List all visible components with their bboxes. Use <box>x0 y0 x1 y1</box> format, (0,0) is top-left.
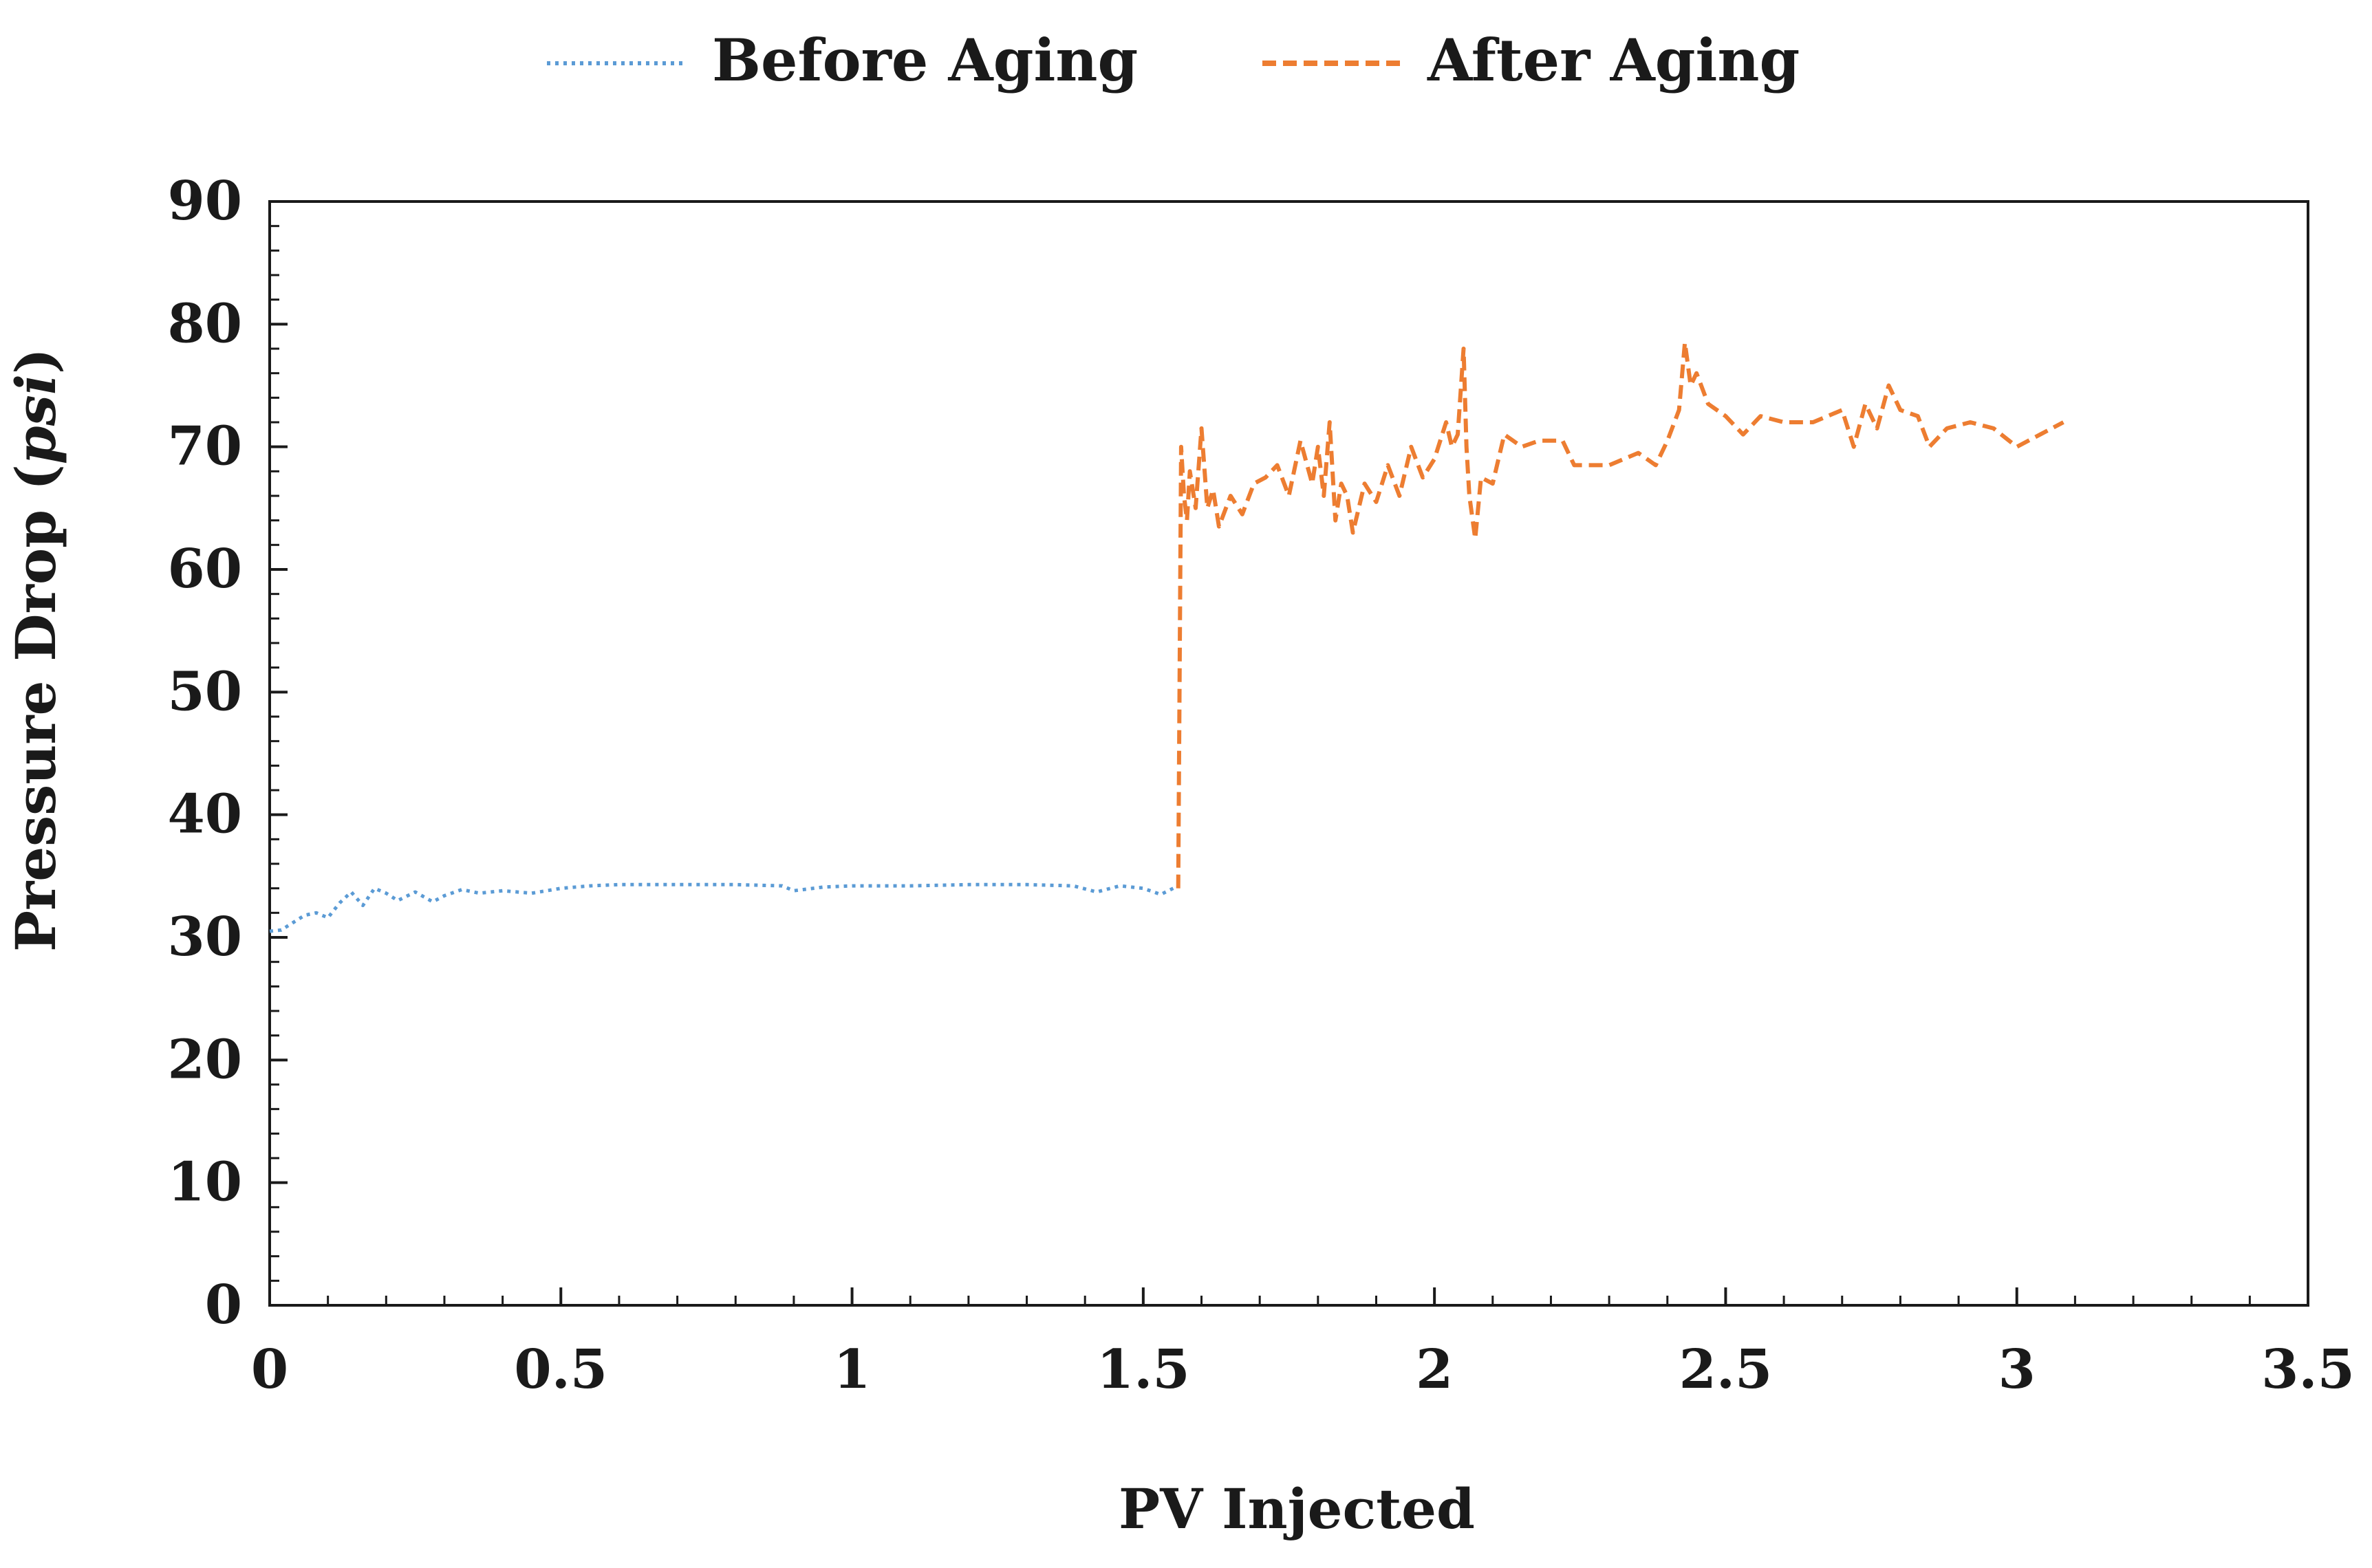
y-axis-title-text: Pressure Drop <box>3 510 68 952</box>
series-line-2 <box>1176 340 2064 889</box>
series-line-1 <box>269 882 1179 933</box>
x-axis-title: PV Injected <box>1119 1477 1475 1541</box>
y-tick-label: 20 <box>167 1028 242 1091</box>
x-tick-label: 3 <box>1998 1338 2036 1401</box>
legend-label-2: After Aging <box>1427 26 1800 94</box>
legend-label-1: Before Aging <box>712 26 1138 94</box>
x-tick-label: 1.5 <box>1097 1338 1190 1401</box>
svg-text:Pressure Drop (psi): Pressure Drop (psi) <box>3 348 68 952</box>
y-tick-label: 40 <box>167 783 242 846</box>
x-tick-label: 0.5 <box>514 1338 607 1401</box>
y-axis-unit: psi <box>3 374 68 464</box>
y-axis-title: Pressure Drop (psi) <box>3 348 68 952</box>
axis-ticks: 0 10 20 30 40 50 60 70 80 90 0 0.5 1 1.5 2 2.5 3 3.5 <box>167 170 2354 1401</box>
plot-area <box>268 200 2309 1307</box>
x-tick-label: 2 <box>1416 1338 1453 1401</box>
plot-frame <box>268 200 2309 1307</box>
y-tick-label: 70 <box>167 415 242 478</box>
y-tick-label: 0 <box>205 1274 242 1336</box>
y-tick-label: 90 <box>167 170 242 232</box>
x-tick-label: 0 <box>251 1338 288 1401</box>
y-tick-label: 30 <box>167 906 242 968</box>
y-tick-label: 10 <box>167 1151 242 1214</box>
x-tick-label: 3.5 <box>2261 1338 2355 1401</box>
x-tick-label: 1 <box>833 1338 870 1401</box>
y-tick-label: 60 <box>167 538 242 600</box>
x-tick-label: 2.5 <box>1679 1338 1773 1401</box>
y-tick-label: 80 <box>167 292 242 355</box>
y-tick-label: 50 <box>167 660 242 723</box>
series-layer <box>269 340 2064 933</box>
legend: Before Aging After Aging <box>547 26 1800 94</box>
